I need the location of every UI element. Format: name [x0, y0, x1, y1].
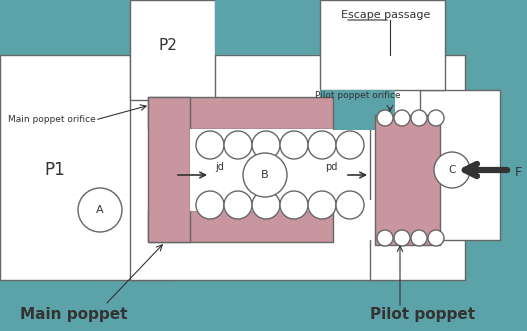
Circle shape: [394, 110, 410, 126]
Polygon shape: [148, 97, 190, 242]
Polygon shape: [130, 0, 215, 100]
Circle shape: [243, 153, 287, 197]
Circle shape: [196, 191, 224, 219]
Polygon shape: [148, 210, 333, 242]
Polygon shape: [130, 55, 395, 280]
Circle shape: [428, 230, 444, 246]
Polygon shape: [375, 115, 440, 245]
Polygon shape: [320, 90, 395, 130]
Text: jd: jd: [215, 162, 224, 172]
Circle shape: [280, 191, 308, 219]
Circle shape: [308, 131, 336, 159]
Polygon shape: [420, 90, 500, 240]
Circle shape: [224, 191, 252, 219]
Polygon shape: [190, 129, 333, 211]
Text: C: C: [448, 165, 456, 175]
Circle shape: [252, 191, 280, 219]
Circle shape: [280, 131, 308, 159]
Polygon shape: [215, 0, 390, 55]
Polygon shape: [148, 97, 333, 129]
Text: P2: P2: [159, 37, 178, 53]
Circle shape: [224, 131, 252, 159]
Polygon shape: [320, 0, 445, 90]
Circle shape: [196, 131, 224, 159]
Circle shape: [78, 188, 122, 232]
Polygon shape: [370, 55, 465, 280]
Text: P1: P1: [45, 161, 65, 179]
Circle shape: [336, 191, 364, 219]
Text: B: B: [261, 170, 269, 180]
Text: Pilot poppet: Pilot poppet: [370, 307, 475, 322]
Circle shape: [394, 230, 410, 246]
Text: Main poppet orifice: Main poppet orifice: [8, 116, 96, 124]
Text: Pilot poppet orifice: Pilot poppet orifice: [315, 90, 401, 100]
Circle shape: [434, 152, 470, 188]
Circle shape: [336, 131, 364, 159]
Circle shape: [428, 110, 444, 126]
Circle shape: [411, 230, 427, 246]
Text: F: F: [515, 166, 522, 178]
Text: pd: pd: [325, 162, 337, 172]
Circle shape: [411, 110, 427, 126]
Circle shape: [377, 230, 393, 246]
Circle shape: [252, 131, 280, 159]
Polygon shape: [340, 200, 375, 240]
Polygon shape: [0, 55, 172, 280]
Circle shape: [308, 191, 336, 219]
Circle shape: [377, 110, 393, 126]
Text: A: A: [96, 205, 104, 215]
Text: Escape passage: Escape passage: [340, 10, 430, 20]
Text: Main poppet: Main poppet: [20, 307, 128, 322]
